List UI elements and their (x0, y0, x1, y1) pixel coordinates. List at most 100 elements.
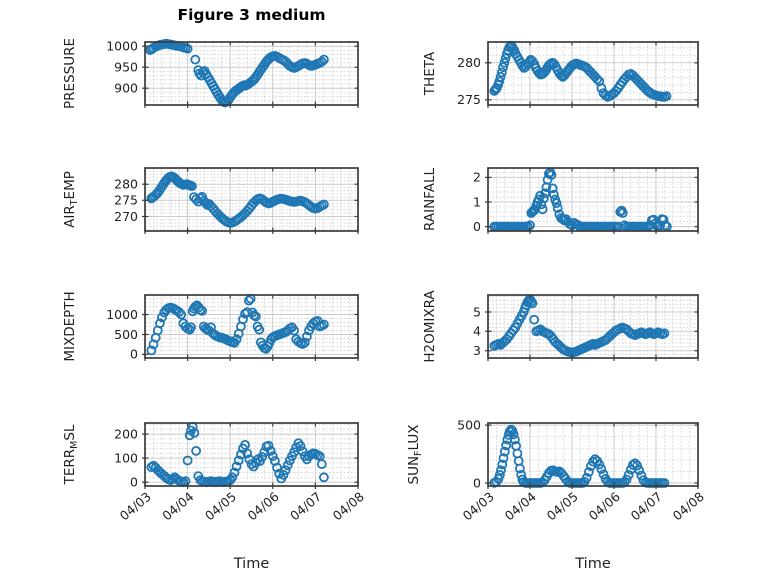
y-tick-label: 5 (473, 304, 481, 319)
subplot-pressure: 900 950 1000 PRESSURE (62, 38, 359, 109)
series-markers (489, 40, 672, 102)
data-point (301, 331, 312, 342)
y-tick-label: 2 (473, 170, 481, 185)
data-point (515, 463, 525, 474)
data-point (206, 322, 216, 333)
data-point (229, 467, 240, 478)
data-point (246, 459, 257, 470)
data-point (537, 204, 548, 215)
data-point (146, 345, 157, 356)
y-tick-label: 900 (114, 81, 138, 96)
data-point (596, 464, 607, 475)
y-axis-label: PRESSURE (62, 38, 78, 109)
data-point (634, 465, 645, 476)
data-point (494, 76, 505, 87)
axes-box (487, 422, 699, 487)
data-point (318, 472, 329, 483)
y-axis-label: AIRTEMP (62, 171, 80, 228)
subplot-terr-msl: 0 100 200 TERRMSL 04/03 04/04 04/05 04/06 04/07 0… (62, 421, 367, 572)
data-point (272, 462, 283, 473)
data-point (184, 430, 195, 441)
x-tick-label: 04/03 (460, 489, 497, 524)
axes-box (144, 167, 359, 232)
data-point (494, 469, 505, 480)
axes-box (144, 294, 359, 359)
data-point (498, 62, 509, 73)
subplot-mixdepth: 0 500 1000 MIXDEPTH (62, 291, 359, 362)
data-point (278, 469, 289, 480)
ylabel-subscript: F (413, 450, 424, 455)
data-point (540, 188, 550, 199)
data-point (496, 465, 506, 476)
series-markers (489, 424, 670, 488)
y-tick-label: 0 (130, 347, 138, 362)
data-point (265, 445, 276, 456)
axes-box (487, 41, 699, 106)
data-point (594, 459, 605, 470)
y-tick-label: 0 (473, 475, 481, 490)
ylabel-subscript: T (69, 199, 80, 206)
data-point (297, 446, 308, 457)
y-axis-label: H2OMIXRA (422, 290, 438, 363)
data-point (254, 324, 265, 335)
data-point (263, 440, 274, 451)
data-point (316, 56, 327, 67)
data-point (660, 220, 671, 231)
y-tick-label: 0 (130, 475, 138, 490)
y-tick-label: 4 (473, 324, 481, 339)
data-point (495, 71, 506, 82)
series-markers (146, 171, 329, 228)
y-tick-label: 500 (457, 417, 481, 432)
data-point (549, 189, 559, 200)
x-tick-label: 04/04 (159, 489, 196, 524)
y-tick-label: 1 (473, 194, 481, 209)
data-point (497, 459, 508, 470)
data-point (528, 205, 539, 216)
y-tick-label: 280 (457, 55, 481, 70)
x-tick-label: 04/03 (117, 489, 154, 524)
axes-box (144, 422, 359, 487)
series-markers (489, 167, 672, 232)
data-point (282, 460, 293, 471)
data-point (499, 57, 510, 68)
data-point (527, 298, 538, 309)
data-point (289, 325, 300, 336)
data-point (231, 461, 242, 472)
subplot-theta: 275 280 THETA (422, 40, 699, 108)
data-point (661, 91, 672, 101)
data-point (510, 434, 520, 445)
data-point (551, 198, 562, 209)
data-point (508, 429, 519, 440)
data-point (257, 451, 268, 462)
data-point (186, 181, 197, 192)
data-point (581, 472, 592, 483)
y-tick-label: 500 (114, 327, 138, 342)
y-axis-label: TERRMSL (62, 424, 80, 485)
data-point (318, 199, 329, 210)
x-tick-label: 04/07 (628, 489, 665, 524)
data-point (636, 470, 647, 481)
x-axis-label: Time (574, 556, 611, 572)
data-point (546, 169, 557, 180)
data-point (242, 448, 253, 459)
data-point (174, 307, 185, 318)
data-point (157, 312, 167, 323)
x-tick-label: 04/06 (244, 489, 281, 524)
y-tick-label: 270 (114, 209, 138, 224)
data-point (182, 455, 193, 466)
data-point (529, 314, 540, 325)
data-point (190, 54, 201, 65)
series-markers (146, 421, 329, 488)
subplot-rainfall: 0 1 2 RAINFALL (422, 167, 699, 234)
y-axis-label: RAINFALL (422, 168, 438, 231)
data-point (547, 183, 558, 194)
plot-area (145, 42, 358, 105)
series-markers (146, 293, 329, 356)
data-point (659, 478, 670, 488)
y-axis-label: SUNFLUX (406, 424, 424, 484)
data-point (598, 469, 609, 480)
plot-area (488, 168, 698, 231)
data-point (632, 460, 642, 471)
